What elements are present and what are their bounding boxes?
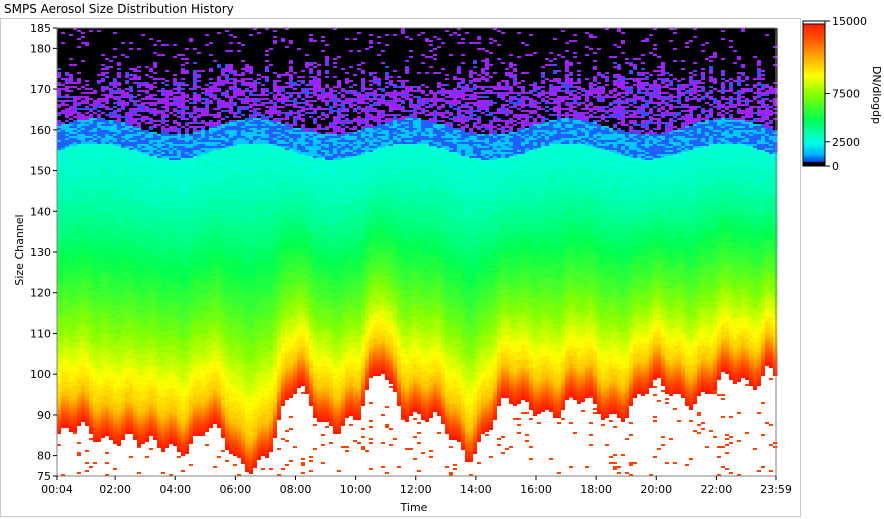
colorbar-tick-label: 2500 [832,136,860,149]
colorbar-tick-label: 0 [832,160,839,173]
x-tick-label: 18:00 [580,483,612,496]
x-tick-label: 14:00 [460,483,492,496]
x-tick-label: 10:00 [340,483,372,496]
colorbar-under-swatch [803,162,825,166]
y-tick-label: 110 [30,327,51,340]
y-tick-label: 170 [30,83,51,96]
x-tick-label: 16:00 [520,483,552,496]
colorbar-tick-label: 7500 [832,88,860,101]
x-tick-label: 02:00 [99,483,131,496]
y-tick-label: 140 [30,205,51,218]
y-axis-label: Size Channel [13,214,26,285]
y-tick-label: 120 [30,287,51,300]
x-tick-label: 04:00 [159,483,191,496]
heatmap-cells [57,28,778,477]
x-tick-label: 20:00 [640,483,672,496]
y-tick-label: 160 [30,124,51,137]
x-tick-label: 00:04 [41,483,73,496]
colorbar-label: DN/dlogdp [870,66,883,124]
y-tick-label: 150 [30,165,51,178]
y-tick-label: 130 [30,246,51,259]
heatmap-plot-area [57,28,778,477]
colorbar-tick-label: 15000 [832,15,867,28]
colorbar-gradient [803,21,825,166]
x-axis-label: Time [400,501,428,514]
y-tick-label: 75 [37,470,51,483]
y-tick-label: 80 [37,450,51,463]
x-tick-label: 08:00 [280,483,312,496]
x-tick-label: 22:00 [701,483,733,496]
x-tick-label: 12:00 [400,483,432,496]
x-tick-label: 23:59 [760,483,792,496]
y-tick-label: 180 [30,42,51,55]
colorbar: 0 2500 7500 15000 [803,15,867,173]
y-tick-label: 90 [37,409,51,422]
y-tick-label: 100 [30,368,51,381]
y-tick-label: 185 [30,22,51,35]
colorbar-over-swatch [803,21,825,24]
x-tick-label: 06:00 [220,483,252,496]
